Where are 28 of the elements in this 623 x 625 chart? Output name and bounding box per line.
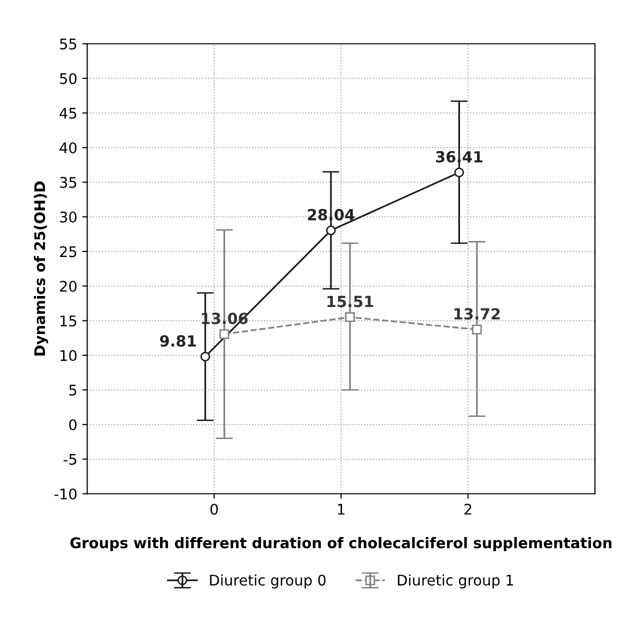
y-tick-label: 35 [60,176,76,188]
x-axis-title: Groups with different duration of cholecalciferol supplementation [70,537,612,552]
y-tick-label: 10 [60,350,77,362]
y-tick-label: -5 [64,454,76,465]
point [219,329,230,339]
point [326,226,336,236]
point [345,312,355,322]
y-tick-label: 5 [69,384,76,396]
point [200,352,210,362]
x-tick-label: 2 [464,504,472,515]
y-tick-label: 50 [60,73,77,84]
y-tick-label: 55 [60,38,76,50]
y-tick-label: 40 [60,142,77,154]
x-tick-label: 0 [210,504,218,515]
y-tick-label: 30 [60,212,77,223]
y-tick-label: 20 [60,280,77,292]
point [472,324,482,334]
y-tick-label: 0 [69,419,77,430]
y-axis-title: Dynamics of 25(OH)D [34,181,48,356]
y-tick-label: -10 [54,488,77,500]
point [454,168,464,178]
legend-label: Diuretic group 0 [210,574,326,588]
y-tick-label: 45 [60,108,76,119]
data-label: 9.81 [160,335,196,347]
x-tick-label: 1 [338,504,344,515]
y-tick-label: 25 [60,246,76,258]
legend-label: Diuretic group 1 [398,574,514,588]
y-tick-label: 15 [60,316,76,326]
